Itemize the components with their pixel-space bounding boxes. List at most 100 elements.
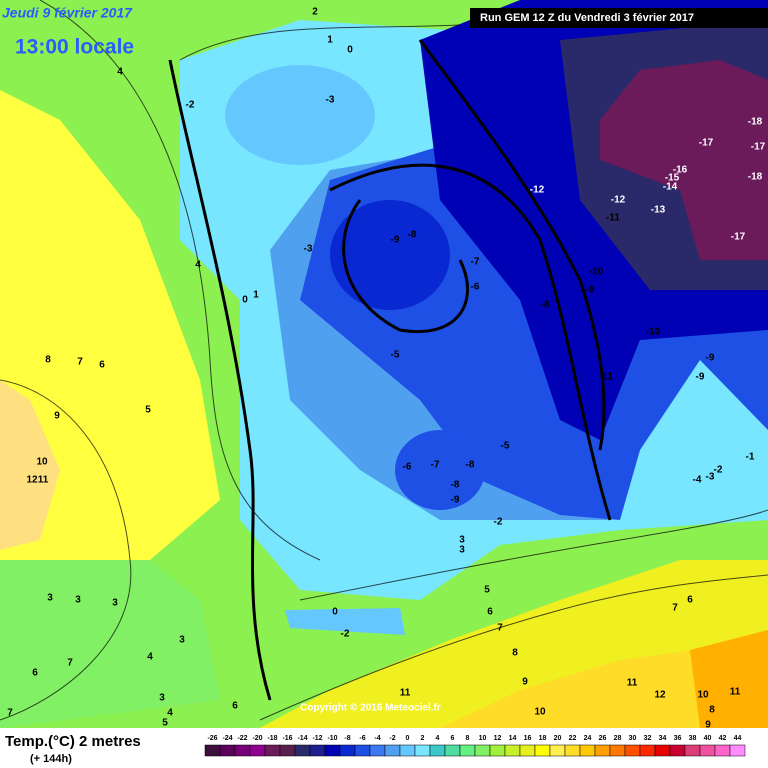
colorbar-tick-label: 4	[436, 735, 440, 742]
colorbar-tick-label: -10	[327, 735, 337, 742]
contour-label: 12	[26, 475, 38, 486]
contour-label: -11	[606, 213, 620, 224]
colorbar-cell	[459, 744, 476, 757]
contour-label: -2	[494, 517, 503, 528]
contour-label: 0	[242, 295, 248, 306]
colorbar-cell	[624, 744, 641, 757]
contour-label: -17	[699, 138, 714, 149]
colorbar-cell	[729, 744, 746, 757]
contour-label: -8	[408, 230, 417, 241]
contour-label: 8	[709, 705, 715, 716]
contour-label: 7	[77, 357, 83, 368]
colorbar-cell	[444, 744, 461, 757]
contour-label: 10	[697, 690, 709, 701]
colorbar-cell	[339, 744, 356, 757]
colorbar-cell	[309, 744, 326, 757]
contour-label: -8	[451, 480, 460, 491]
contour-label: 9	[705, 720, 711, 731]
colorbar-tick-label: 24	[584, 735, 592, 742]
colorbar-tick-label: 34	[659, 735, 667, 742]
colorbar-tick-label: -8	[344, 735, 350, 742]
colorbar-cell	[324, 744, 341, 757]
colorbar-tick-label: 10	[479, 735, 487, 742]
colorbar-tick-label: 18	[539, 735, 547, 742]
colorbar-cell	[414, 744, 431, 757]
contour-label: -15	[665, 173, 680, 184]
colorbar-tick-label: -4	[374, 735, 380, 742]
contour-label: 6	[687, 595, 693, 606]
colorbar-tick-label: 38	[689, 735, 697, 742]
main-contours	[168, 39, 612, 701]
cold-area	[285, 608, 405, 635]
contour-label: 7	[672, 603, 678, 614]
contour-label: 4	[167, 708, 173, 719]
contour-label: -13	[651, 205, 666, 216]
colorbar-tick-label: -12	[312, 735, 322, 742]
colorbar-tick-label: -18	[267, 735, 277, 742]
contour-label: -3	[706, 472, 715, 483]
contour-label: 1	[253, 290, 259, 301]
run-info: Run GEM 12 Z du Vendredi 3 février 2017	[480, 12, 694, 24]
run-box	[470, 8, 768, 28]
cold-area	[225, 65, 375, 165]
contour-label: -18	[748, 117, 763, 128]
contour-label: 3	[459, 545, 465, 556]
colorbar-tick-label: 44	[734, 735, 742, 742]
contour-label: 6	[232, 701, 238, 712]
contour-label: -12	[530, 185, 545, 196]
colorbar-tick-label: 36	[674, 735, 682, 742]
contour-label: -2	[341, 629, 350, 640]
contour-label: -18	[748, 172, 763, 183]
colorbar-cell	[249, 744, 266, 757]
contour-label: 11	[627, 678, 638, 689]
colorbar-tick-label: 30	[629, 735, 637, 742]
colorbar-cell	[639, 744, 656, 757]
colorbar-cell	[294, 744, 311, 757]
contour-label: -6	[471, 282, 480, 293]
contour-label: 5	[145, 405, 151, 416]
contour-label: 2	[312, 7, 318, 18]
colorbar-tick-label: 16	[524, 735, 532, 742]
colorbar-tick-label: -16	[282, 735, 292, 742]
contour-label: 0	[332, 607, 338, 618]
contour-label: 6	[487, 607, 493, 618]
contour-label: -3	[304, 244, 313, 255]
contour-label: 6	[32, 668, 38, 679]
colorbar-cell	[534, 744, 551, 757]
colorbar-tick-label: -6	[359, 735, 365, 742]
contour-label: -8	[466, 460, 475, 471]
contour-label: -9	[391, 235, 400, 246]
contour-label: 10	[36, 457, 48, 468]
contour-label: 9	[522, 677, 528, 688]
contour-label: -9	[451, 495, 460, 506]
colorbar-cell	[609, 744, 626, 757]
colorbar: -26 -24 -22 -20 -18 -16 -14 -12 -10 -8 -6 -4 -2 0 2 4 6 8…	[204, 735, 746, 757]
contour-label: 7	[7, 708, 13, 719]
colorbar-tick-label: 12	[494, 735, 502, 742]
cold-area	[395, 430, 485, 510]
contour-label: 8	[512, 648, 518, 659]
colorbar-cell	[429, 744, 446, 757]
colorbar-cell	[579, 744, 596, 757]
colorbar-tick-label: -2	[389, 735, 395, 742]
contour-label: 8	[45, 355, 51, 366]
colorbar-cell	[504, 744, 521, 757]
colorbar-tick-label: -26	[207, 735, 217, 742]
colorbar-tick-label: 14	[509, 735, 517, 742]
contour-label: 10	[534, 707, 546, 718]
colorbar-cell	[699, 744, 716, 757]
contour-label: 3	[75, 595, 81, 606]
contour-label: 11	[400, 688, 411, 699]
legend-title: Temp.(°C) 2 metres	[5, 733, 141, 750]
mild-area	[0, 560, 220, 728]
contour-label: 3	[179, 635, 185, 646]
colorbar-cell	[384, 744, 401, 757]
contour-label: 7	[67, 658, 73, 669]
warm-area	[0, 380, 60, 550]
colorbar-cell	[474, 744, 491, 757]
contour-label: -10	[646, 327, 661, 338]
colorbar-cell	[369, 744, 386, 757]
contour-label: -10	[589, 267, 604, 278]
colorbar-tick-label: -24	[222, 735, 232, 742]
colorbar-cell	[519, 744, 536, 757]
